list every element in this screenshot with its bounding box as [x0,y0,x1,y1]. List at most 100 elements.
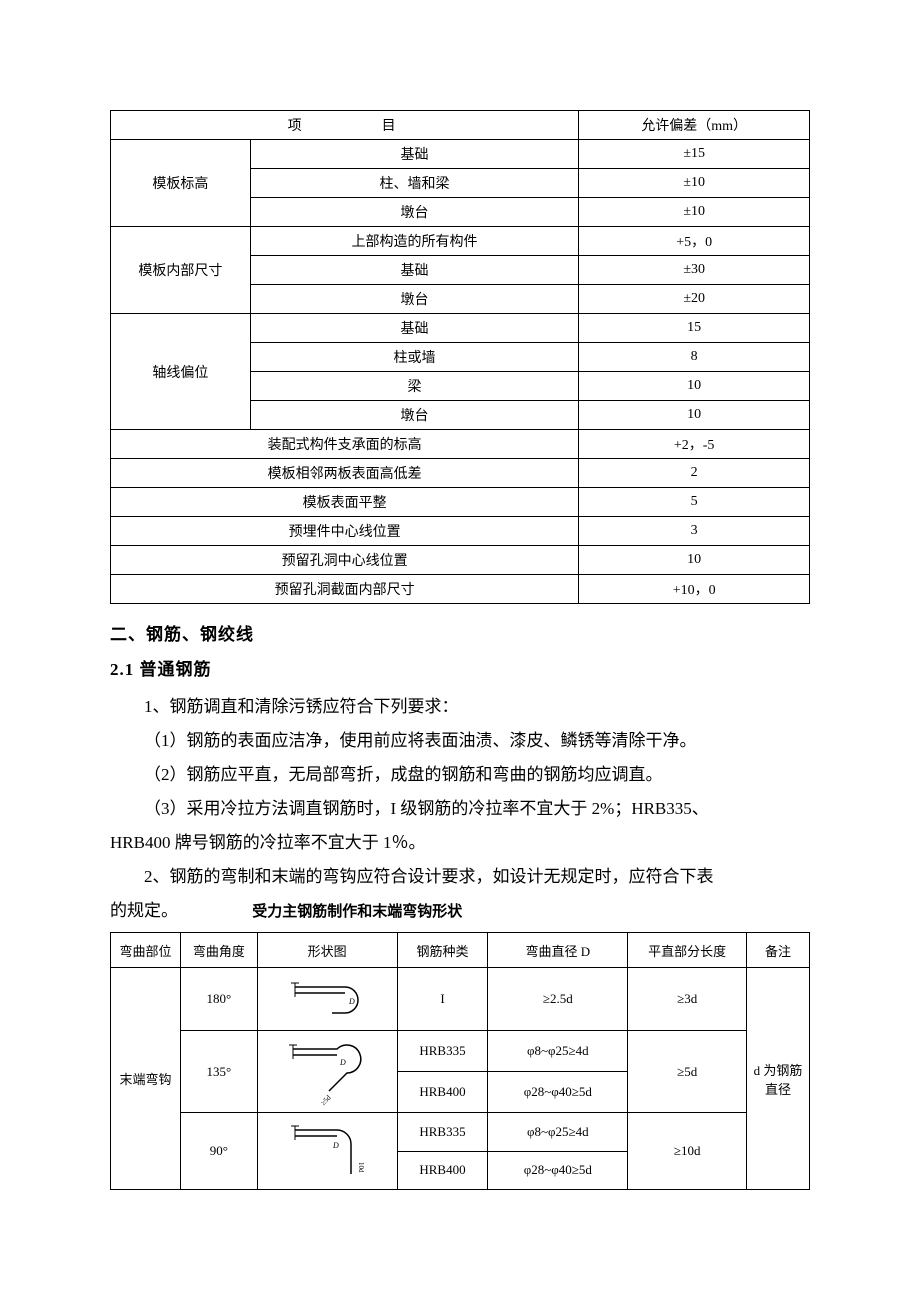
header-item: 项目 [111,111,579,140]
item-value: ±10 [579,198,810,227]
item-value: 2 [579,459,810,488]
dia-cell: φ28~φ40≥5d [488,1072,628,1113]
straight-cell: ≥3d [628,968,747,1031]
item-name: 上部构造的所有构件 [250,227,579,256]
table-row: 装配式构件支承面的标高 +2，-5 [111,430,810,459]
item-value: 10 [579,372,810,401]
angle-cell: 135° [180,1031,257,1113]
item-name: 墩台 [250,285,579,314]
item-value: 8 [579,343,810,372]
rebar-hook-table: 弯曲部位 弯曲角度 形状图 钢筋种类 弯曲直径 D 平直部分长度 备注 末端弯钩… [110,932,810,1190]
item-value: ±10 [579,169,810,198]
item-name: 装配式构件支承面的标高 [111,430,579,459]
shape-diagram-180: D [257,968,397,1031]
table-row: 135° D ≥5d HRB335 φ8~φ25≥4d ≥5d [111,1031,810,1072]
type-cell: HRB335 [397,1113,488,1152]
header-item-char2: 目 [382,119,476,134]
paragraph: 1、钢筋调直和清除污锈应符合下列要求： [110,690,810,724]
group-label: 模板标高 [111,140,251,227]
table-row: 模板表面平整 5 [111,488,810,517]
group-label: 末端弯钩 [111,968,181,1190]
section-heading: 二、钢筋、钢绞线 [110,620,810,645]
hook-135-icon: D ≥5d [277,1035,377,1109]
table-row: 模板内部尺寸 上部构造的所有构件 +5，0 [111,227,810,256]
type-cell: I [397,968,488,1031]
item-value: 5 [579,488,810,517]
paragraph: （2）钢筋应平直，无局部弯折，成盘的钢筋和弯曲的钢筋均应调直。 [110,758,810,792]
table-row: 预埋件中心线位置 3 [111,517,810,546]
paragraph: HRB400 牌号钢筋的冷拉率不宜大于 1％。 [110,826,810,860]
svg-text:D: D [332,1141,339,1150]
dia-cell: φ28~φ40≥5d [488,1151,628,1190]
item-name: 模板相邻两板表面高低差 [111,459,579,488]
item-value: +2，-5 [579,430,810,459]
item-value: ±20 [579,285,810,314]
item-name: 基础 [250,140,579,169]
item-name: 预留孔洞截面内部尺寸 [111,575,579,604]
col-shape: 形状图 [257,933,397,968]
type-cell: HRB400 [397,1151,488,1190]
paragraph: （3）采用冷拉方法调直钢筋时，I 级钢筋的冷拉率不宜大于 2%；HRB335、 [110,792,810,826]
item-name: 基础 [250,314,579,343]
item-value: +10，0 [579,575,810,604]
table-header-row: 弯曲部位 弯曲角度 形状图 钢筋种类 弯曲直径 D 平直部分长度 备注 [111,933,810,968]
group-label: 轴线偏位 [111,314,251,430]
item-value: 3 [579,517,810,546]
straight-cell: ≥10d [628,1113,747,1190]
item-name: 柱、墙和梁 [250,169,579,198]
angle-cell: 180° [180,968,257,1031]
type-cell: HRB335 [397,1031,488,1072]
table-row: 模板相邻两板表面高低差 2 [111,459,810,488]
item-value: 10 [579,546,810,575]
table-row: 模板标高 基础 ±15 [111,140,810,169]
item-name: 墩台 [250,401,579,430]
col-diameter: 弯曲直径 D [488,933,628,968]
dia-cell: φ8~φ25≥4d [488,1031,628,1072]
straight-cell: ≥5d [628,1031,747,1113]
paragraph: （1）钢筋的表面应洁净，使用前应将表面油渍、漆皮、鳞锈等清除干净。 [110,724,810,758]
header-tolerance: 允许偏差（mm） [579,111,810,140]
dia-cell: ≥2.5d [488,968,628,1031]
svg-text:10d: 10d [357,1162,365,1173]
item-name: 预留孔洞中心线位置 [111,546,579,575]
angle-cell: 90° [180,1113,257,1190]
section-subheading: 2.1 普通钢筋 [110,655,810,680]
dia-cell: φ8~φ25≥4d [488,1113,628,1152]
col-note: 备注 [747,933,810,968]
item-value: 15 [579,314,810,343]
note-cell: d 为钢筋直径 [747,968,810,1190]
item-name: 梁 [250,372,579,401]
hook-90-icon: D 10d [277,1116,377,1186]
item-name: 预埋件中心线位置 [111,517,579,546]
tolerance-table: 项目 允许偏差（mm） 模板标高 基础 ±15 柱、墙和梁 ±10 墩台 ±10… [110,110,810,604]
type-cell: HRB400 [397,1072,488,1113]
document-page: 项目 允许偏差（mm） 模板标高 基础 ±15 柱、墙和梁 ±10 墩台 ±10… [0,0,920,1302]
item-name: 基础 [250,256,579,285]
header-item-char1: 项 [288,119,382,134]
item-value: ±30 [579,256,810,285]
table-row: 预留孔洞截面内部尺寸 +10，0 [111,575,810,604]
group-label: 模板内部尺寸 [111,227,251,314]
paragraph: 2、钢筋的弯制和末端的弯钩应符合设计要求，如设计无规定时，应符合下表 [110,860,810,894]
svg-text:≥5d: ≥5d [319,1093,333,1107]
col-straight: 平直部分长度 [628,933,747,968]
item-value: ±15 [579,140,810,169]
hook-180-icon: D [277,975,377,1023]
table-header-row: 项目 允许偏差（mm） [111,111,810,140]
shape-diagram-90: D 10d [257,1113,397,1190]
svg-text:D: D [339,1058,346,1067]
paragraph-with-title: 的规定。 受力主钢筋制作和末端弯钩形状 [110,894,810,928]
col-position: 弯曲部位 [111,933,181,968]
table-row: 轴线偏位 基础 15 [111,314,810,343]
table-row: 末端弯钩 180° D I ≥2.5d ≥3d d 为钢筋直径 [111,968,810,1031]
item-value: +5，0 [579,227,810,256]
col-angle: 弯曲角度 [180,933,257,968]
item-name: 模板表面平整 [111,488,579,517]
paragraph-tail: 的规定。 [110,901,178,920]
item-name: 墩台 [250,198,579,227]
table2-title: 受力主钢筋制作和末端弯钩形状 [252,897,462,927]
shape-diagram-135: D ≥5d [257,1031,397,1113]
table-row: 预留孔洞中心线位置 10 [111,546,810,575]
col-type: 钢筋种类 [397,933,488,968]
svg-text:D: D [348,997,355,1006]
